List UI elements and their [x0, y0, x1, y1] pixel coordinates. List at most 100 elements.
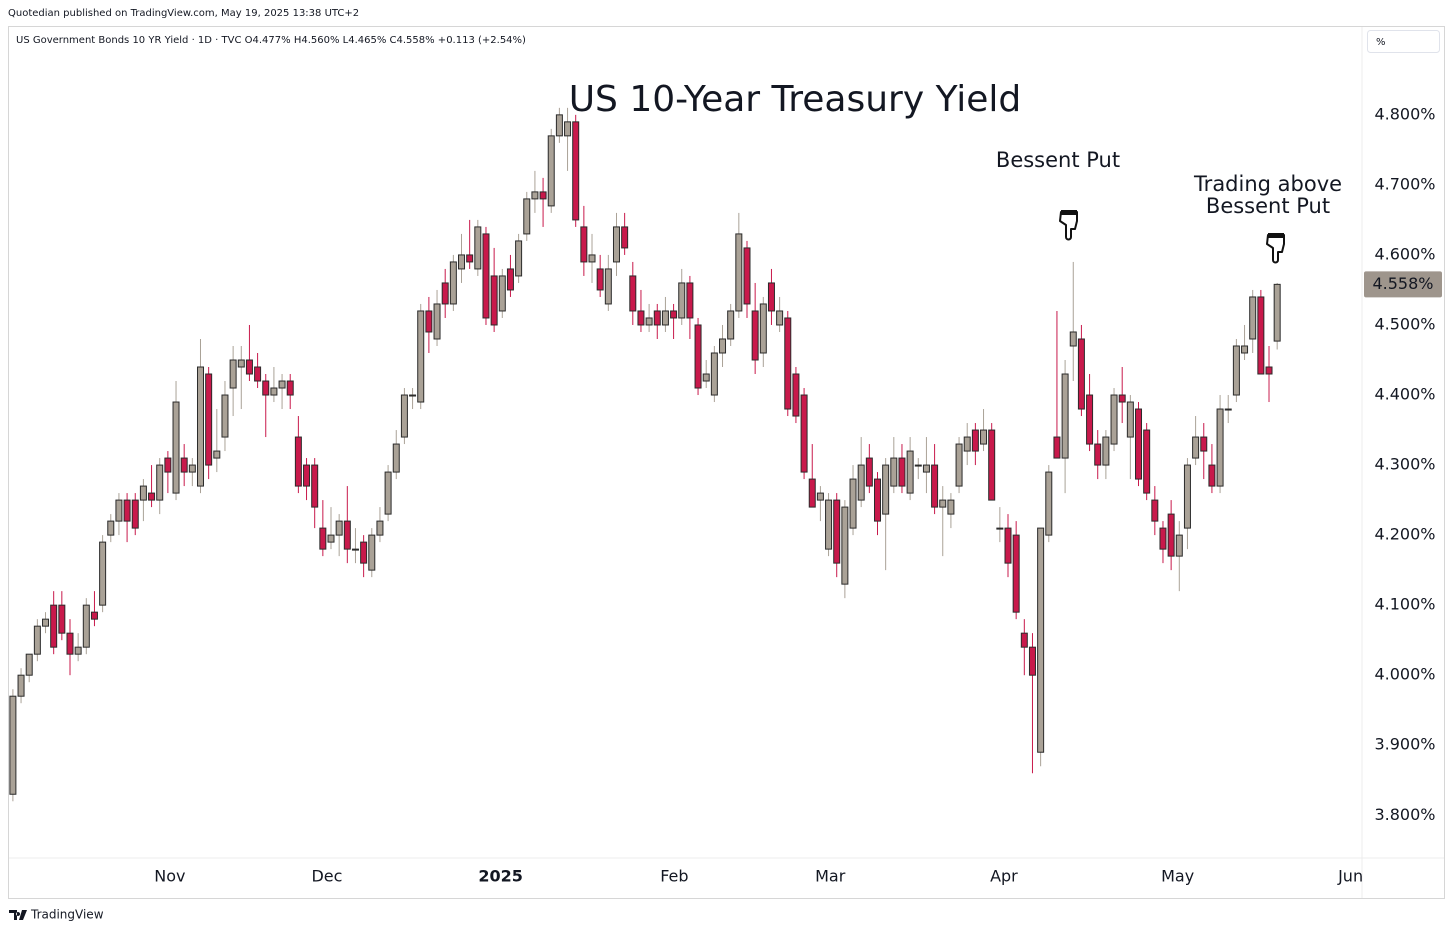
scale-button[interactable]	[1367, 30, 1440, 53]
candle-body	[931, 464, 939, 508]
candle-body	[1094, 443, 1102, 466]
candle-body	[523, 198, 531, 235]
candle-body	[278, 380, 286, 389]
candle-body	[1159, 527, 1167, 550]
candle-body	[205, 373, 213, 466]
candle-body	[971, 429, 979, 452]
y-tick-label: 4.000%	[1374, 665, 1435, 684]
candle-body	[727, 310, 735, 340]
candle-body	[1086, 394, 1094, 445]
candle-body	[800, 394, 808, 473]
y-tick-label: 4.500%	[1374, 314, 1435, 333]
candle-body	[1077, 338, 1085, 410]
candle-body	[115, 499, 123, 522]
candle-body	[776, 310, 784, 326]
candle-body	[939, 499, 947, 508]
candle-body	[947, 499, 955, 515]
candle-body	[751, 310, 759, 361]
candle-body	[759, 303, 767, 354]
candle-body	[580, 226, 588, 263]
pointing-hand-icon	[1059, 210, 1078, 241]
annotation-text: Trading above	[1193, 172, 1342, 196]
candle-body	[262, 380, 270, 396]
candle-body	[1273, 283, 1281, 342]
candle-body	[612, 226, 620, 263]
candle-body	[482, 233, 490, 319]
candle-body	[1045, 471, 1053, 536]
annotation-text: Bessent Put	[1206, 194, 1330, 218]
candle-body	[237, 359, 245, 368]
candle-body	[474, 226, 482, 270]
candle-body	[506, 268, 514, 291]
candle-body	[466, 254, 474, 263]
candle-body	[1102, 436, 1110, 466]
candle-body	[400, 394, 408, 438]
candle-body	[42, 618, 50, 627]
candle-body	[792, 373, 800, 417]
candle-body	[343, 520, 351, 550]
candle-body	[816, 492, 824, 501]
candle-body	[1232, 345, 1240, 396]
y-tick-label: 3.800%	[1374, 805, 1435, 824]
candle-body	[898, 457, 906, 487]
candle-body	[1208, 464, 1216, 487]
last-price-tag	[1364, 271, 1442, 298]
candle-body	[890, 457, 898, 487]
y-tick-label: 4.400%	[1374, 385, 1435, 404]
candle-body	[767, 282, 775, 312]
candle-body	[123, 499, 131, 522]
candle-body	[82, 604, 90, 648]
candle-body	[1167, 513, 1175, 557]
candle-body	[825, 499, 833, 550]
candle-body	[17, 674, 25, 697]
x-tick-label: 2025	[478, 867, 523, 886]
x-tick-label: Apr	[990, 867, 1018, 886]
candle-body	[882, 464, 890, 515]
symbol-line: US Government Bonds 10 YR Yield · 1D · T…	[16, 35, 526, 46]
candle-body	[425, 310, 433, 333]
y-tick-label: 3.900%	[1374, 735, 1435, 754]
candle-body	[139, 485, 147, 501]
candle-body	[148, 492, 156, 501]
candle-body	[621, 226, 629, 249]
candle-body	[270, 387, 278, 396]
pointing-hand-icon	[1266, 233, 1285, 264]
x-tick-label: Mar	[815, 867, 846, 886]
chart-frame	[8, 26, 1445, 899]
candle-body	[1143, 429, 1151, 494]
candle-body	[229, 359, 237, 389]
candle-body	[392, 443, 400, 473]
candle-body	[180, 457, 188, 473]
candle-body	[922, 464, 930, 473]
candle-body	[221, 394, 229, 438]
candle-body	[719, 338, 727, 354]
candle-body	[604, 268, 612, 305]
candle-body	[1004, 527, 1012, 564]
candle-body	[784, 317, 792, 410]
candle-body	[417, 310, 425, 403]
last-price-label: 4.558%	[1372, 274, 1433, 293]
annotation-text: Bessent Put	[996, 148, 1120, 172]
candle-body	[515, 240, 523, 277]
candle-body	[441, 282, 449, 305]
candle-body	[196, 366, 204, 487]
candle-body	[164, 457, 172, 473]
candle-body	[670, 310, 678, 319]
footer-logo	[9, 910, 27, 920]
candle-body	[245, 359, 253, 375]
candle-body	[588, 254, 596, 263]
candle-body	[327, 534, 335, 543]
candle-body	[458, 254, 466, 270]
x-tick-label: May	[1161, 867, 1194, 886]
candle-body	[131, 499, 139, 529]
candle-body	[702, 373, 710, 382]
candle-body	[294, 436, 302, 487]
candle-body	[833, 499, 841, 564]
publisher: Quotedian published on TradingView.com, …	[8, 8, 359, 19]
chart-title: US 10-Year Treasury Yield	[569, 79, 1022, 120]
candle-body	[311, 464, 319, 508]
candle-body	[686, 282, 694, 319]
y-tick-label: 4.600%	[1374, 244, 1435, 263]
candle-body	[988, 429, 996, 501]
